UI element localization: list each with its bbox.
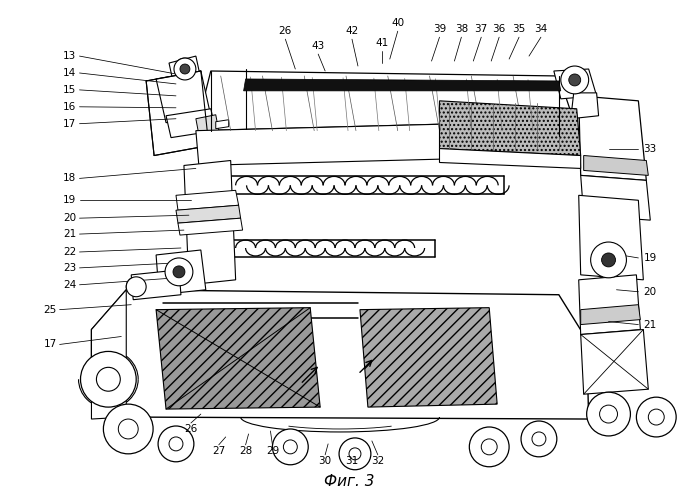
Polygon shape bbox=[156, 308, 320, 409]
Text: 13: 13 bbox=[64, 51, 76, 61]
Text: 35: 35 bbox=[512, 24, 526, 34]
Text: 17: 17 bbox=[64, 119, 76, 128]
Polygon shape bbox=[571, 93, 598, 119]
Circle shape bbox=[96, 368, 120, 391]
Polygon shape bbox=[146, 71, 209, 156]
Polygon shape bbox=[196, 115, 219, 134]
Circle shape bbox=[103, 404, 153, 454]
Polygon shape bbox=[156, 250, 206, 295]
Text: 26: 26 bbox=[279, 26, 292, 36]
Text: 22: 22 bbox=[64, 247, 76, 257]
Text: 38: 38 bbox=[455, 24, 468, 34]
Polygon shape bbox=[92, 290, 589, 419]
Polygon shape bbox=[360, 308, 497, 407]
Text: 40: 40 bbox=[391, 18, 404, 28]
Text: 30: 30 bbox=[319, 456, 332, 466]
Polygon shape bbox=[581, 329, 648, 394]
Circle shape bbox=[532, 432, 546, 446]
Polygon shape bbox=[216, 120, 229, 128]
Text: 16: 16 bbox=[64, 102, 76, 112]
Text: Фиг. 3: Фиг. 3 bbox=[324, 474, 374, 489]
Circle shape bbox=[521, 421, 557, 457]
Circle shape bbox=[165, 258, 193, 286]
Circle shape bbox=[80, 352, 136, 407]
Polygon shape bbox=[131, 270, 181, 300]
Polygon shape bbox=[584, 156, 648, 176]
Circle shape bbox=[339, 438, 371, 470]
Polygon shape bbox=[196, 71, 574, 130]
Text: 25: 25 bbox=[43, 305, 57, 314]
Text: 14: 14 bbox=[64, 68, 76, 78]
Text: 19: 19 bbox=[64, 195, 76, 205]
Text: 43: 43 bbox=[312, 41, 325, 51]
Text: 39: 39 bbox=[433, 24, 446, 34]
Text: 27: 27 bbox=[212, 446, 225, 456]
Polygon shape bbox=[166, 109, 216, 137]
Text: 34: 34 bbox=[534, 24, 547, 34]
Circle shape bbox=[591, 242, 626, 278]
Circle shape bbox=[127, 277, 146, 297]
Circle shape bbox=[158, 426, 194, 462]
Text: 41: 41 bbox=[375, 38, 389, 48]
Circle shape bbox=[569, 74, 581, 86]
Circle shape bbox=[561, 66, 589, 94]
Text: 26: 26 bbox=[185, 424, 198, 434]
Circle shape bbox=[349, 448, 361, 460]
Polygon shape bbox=[178, 218, 243, 235]
Circle shape bbox=[273, 429, 308, 465]
Polygon shape bbox=[169, 56, 201, 86]
Circle shape bbox=[469, 427, 509, 467]
Polygon shape bbox=[184, 161, 236, 285]
Text: 21: 21 bbox=[64, 229, 76, 239]
Circle shape bbox=[174, 58, 196, 80]
Text: 33: 33 bbox=[643, 143, 656, 154]
Text: 29: 29 bbox=[266, 446, 279, 456]
Text: 20: 20 bbox=[643, 287, 656, 297]
Text: 21: 21 bbox=[643, 319, 656, 329]
Polygon shape bbox=[176, 205, 240, 223]
Polygon shape bbox=[554, 69, 597, 99]
Circle shape bbox=[180, 64, 190, 74]
Circle shape bbox=[648, 409, 664, 425]
Circle shape bbox=[283, 440, 297, 454]
Text: 19: 19 bbox=[643, 253, 656, 263]
Circle shape bbox=[481, 439, 497, 455]
Circle shape bbox=[169, 437, 183, 451]
Polygon shape bbox=[581, 305, 640, 324]
Polygon shape bbox=[579, 96, 647, 181]
Polygon shape bbox=[579, 195, 643, 280]
Circle shape bbox=[173, 266, 185, 278]
Text: 18: 18 bbox=[64, 174, 76, 184]
Text: 28: 28 bbox=[239, 446, 252, 456]
Text: 23: 23 bbox=[64, 263, 76, 273]
Circle shape bbox=[118, 419, 138, 439]
Polygon shape bbox=[440, 149, 581, 169]
Polygon shape bbox=[243, 79, 561, 91]
Text: 42: 42 bbox=[345, 26, 359, 36]
Text: 31: 31 bbox=[345, 456, 359, 466]
Polygon shape bbox=[581, 176, 650, 220]
Text: 15: 15 bbox=[64, 85, 76, 95]
Circle shape bbox=[636, 397, 676, 437]
Circle shape bbox=[586, 392, 630, 436]
Text: 24: 24 bbox=[64, 280, 76, 290]
Text: 36: 36 bbox=[493, 24, 506, 34]
Text: 37: 37 bbox=[475, 24, 488, 34]
Polygon shape bbox=[176, 190, 238, 210]
Polygon shape bbox=[579, 275, 640, 334]
Polygon shape bbox=[156, 71, 211, 123]
Text: 17: 17 bbox=[43, 339, 57, 350]
Polygon shape bbox=[92, 290, 127, 419]
Circle shape bbox=[602, 253, 616, 267]
Text: 32: 32 bbox=[371, 456, 384, 466]
Polygon shape bbox=[196, 121, 579, 166]
Text: 20: 20 bbox=[64, 213, 76, 223]
Polygon shape bbox=[440, 101, 581, 156]
Circle shape bbox=[600, 405, 617, 423]
